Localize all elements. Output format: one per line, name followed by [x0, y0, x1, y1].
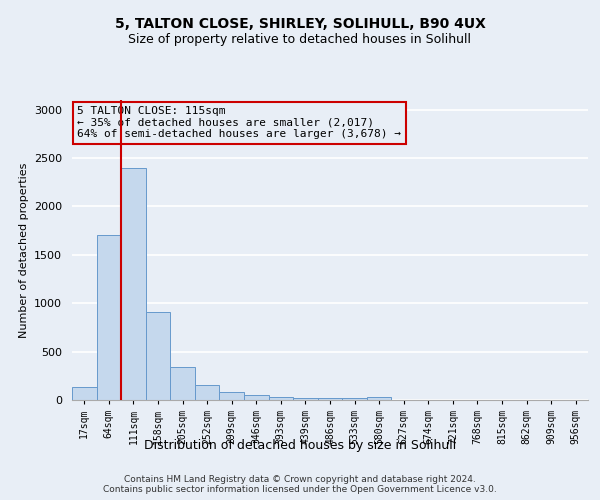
Bar [269, 396, 293, 400]
Text: Contains HM Land Registry data © Crown copyright and database right 2024.: Contains HM Land Registry data © Crown c… [124, 476, 476, 484]
Text: Contains public sector information licensed under the Open Government Licence v3: Contains public sector information licen… [103, 486, 497, 494]
Bar [318, 398, 342, 400]
Bar [220, 392, 244, 400]
Bar [170, 366, 195, 400]
Bar [146, 312, 170, 400]
Text: Size of property relative to detached houses in Solihull: Size of property relative to detached ho… [128, 32, 472, 46]
Bar [244, 395, 269, 400]
Text: 5 TALTON CLOSE: 115sqm
← 35% of detached houses are smaller (2,017)
64% of semi-: 5 TALTON CLOSE: 115sqm ← 35% of detached… [77, 106, 401, 139]
Text: 5, TALTON CLOSE, SHIRLEY, SOLIHULL, B90 4UX: 5, TALTON CLOSE, SHIRLEY, SOLIHULL, B90 … [115, 18, 485, 32]
Bar [121, 168, 146, 400]
Bar [367, 397, 391, 400]
Bar [195, 385, 220, 400]
Bar [342, 398, 367, 400]
Y-axis label: Number of detached properties: Number of detached properties [19, 162, 29, 338]
Bar [293, 398, 318, 400]
Bar [72, 388, 97, 400]
Text: Distribution of detached houses by size in Solihull: Distribution of detached houses by size … [144, 438, 456, 452]
Bar [97, 236, 121, 400]
